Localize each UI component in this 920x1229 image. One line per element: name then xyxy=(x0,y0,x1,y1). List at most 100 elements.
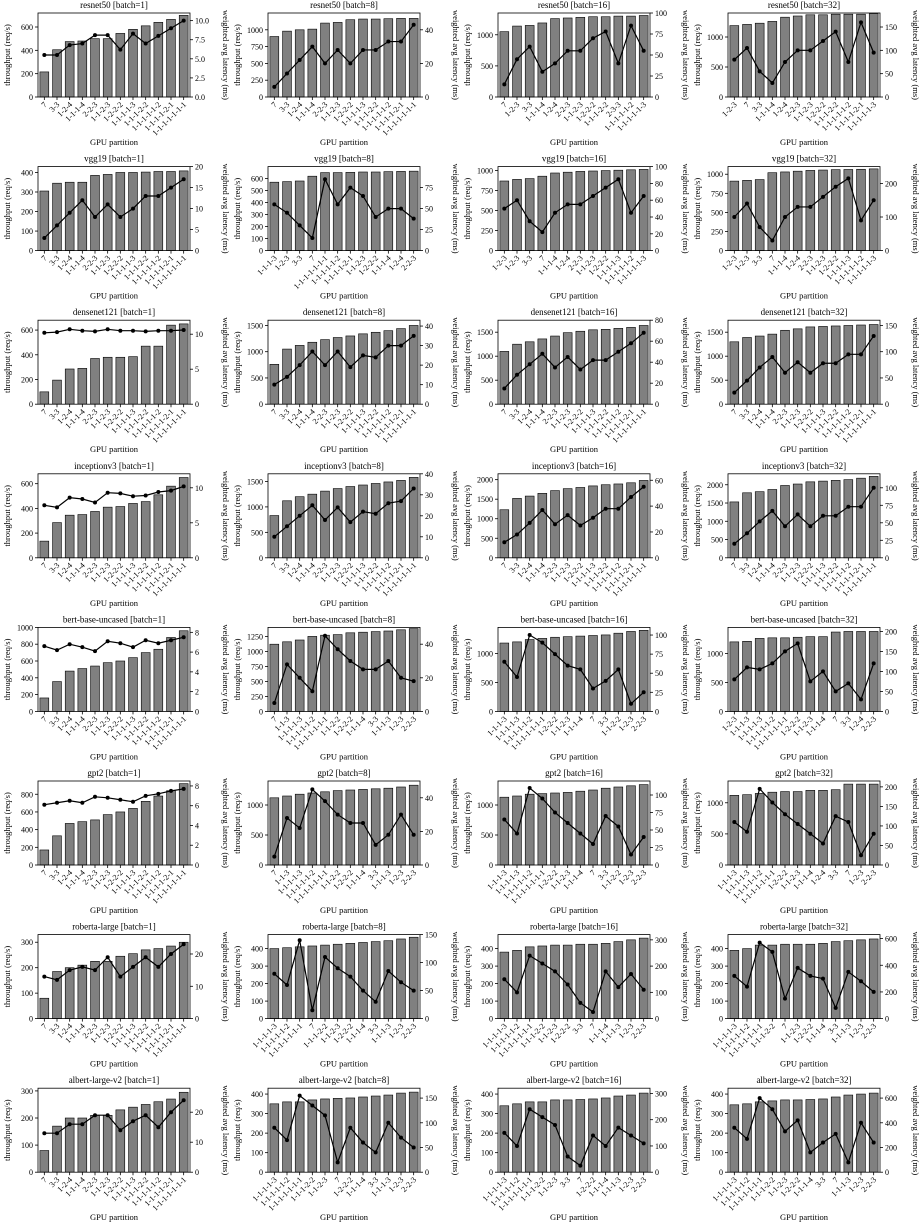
bar xyxy=(64,368,75,405)
bar xyxy=(345,943,356,1019)
latency-point xyxy=(55,1131,59,1136)
bar xyxy=(805,636,816,712)
latency-line xyxy=(273,940,414,1011)
subplot-title: densenet121 [batch=16] xyxy=(531,307,618,317)
x-axis-label: GPU partition xyxy=(550,137,599,147)
bar xyxy=(140,652,151,712)
bar xyxy=(550,636,560,712)
latency-line xyxy=(273,488,415,538)
latency-point xyxy=(297,938,302,943)
bar xyxy=(742,337,752,405)
bar xyxy=(115,955,126,1019)
bar xyxy=(282,795,292,866)
plot-frame xyxy=(37,319,191,405)
subplot-title: densenet121 [batch=32] xyxy=(761,307,848,317)
bar xyxy=(115,33,126,98)
bar xyxy=(600,329,611,405)
latency-point xyxy=(169,1110,173,1115)
latency-point xyxy=(118,797,123,802)
latency-point xyxy=(578,523,583,528)
y2-tick-label: 150 xyxy=(885,321,897,330)
latency-point xyxy=(323,633,327,638)
y2-tick-label: 0 xyxy=(425,400,429,409)
latency-point xyxy=(105,955,110,960)
x-tick-label: 2-2-3 xyxy=(859,868,878,887)
latency-point xyxy=(859,853,863,858)
latency-point xyxy=(770,238,775,243)
latency-point xyxy=(821,194,825,199)
latency-point xyxy=(386,832,391,837)
latency-point xyxy=(859,20,863,25)
x-axis-label: GPU partition xyxy=(90,1212,139,1222)
y2-tick-label: 20 xyxy=(195,950,203,959)
latency-point xyxy=(285,524,289,529)
bar xyxy=(537,22,548,98)
latency-line xyxy=(504,486,645,543)
y2-tick-label: 50 xyxy=(655,826,663,835)
x-tick-label: 7 xyxy=(588,868,597,877)
plot-frame xyxy=(37,473,191,559)
bar xyxy=(626,15,636,98)
y-tick-label: 250 xyxy=(711,228,723,237)
bar xyxy=(830,13,841,98)
latency-point xyxy=(515,372,519,377)
plot-frame xyxy=(727,780,881,866)
y2-tick-label: 50 xyxy=(885,374,893,383)
bar xyxy=(805,943,816,1019)
bar xyxy=(77,514,88,559)
y2-tick-label: 20 xyxy=(425,361,433,370)
latency-point xyxy=(93,1113,97,1118)
y-tick-label: 400 xyxy=(21,674,33,683)
latency-point xyxy=(732,541,737,546)
y2-axis-label: weighted avg latency (ms) xyxy=(681,164,691,254)
y-axis-label: throughput (req/s) xyxy=(232,485,242,547)
x-tick-label: 7 xyxy=(538,254,547,263)
y-tick-label: 1000 xyxy=(707,649,723,658)
y2-tick-label: 200 xyxy=(885,179,897,188)
latency-point xyxy=(565,982,570,987)
x-tick-label: 7 xyxy=(831,714,840,723)
y2-axis-label: weighted avg latency (ms) xyxy=(911,624,920,714)
y-tick-label: 0 xyxy=(489,1168,493,1177)
y2-axis-label: weighted avg latency (ms) xyxy=(911,1085,920,1175)
latency-point xyxy=(169,328,173,333)
bar xyxy=(550,792,560,866)
y2-tick-label: 0 xyxy=(195,861,199,870)
latency-line xyxy=(503,1108,644,1167)
x-axis-label: GPU partition xyxy=(780,751,829,761)
latency-line xyxy=(733,1097,875,1164)
bar xyxy=(550,335,560,405)
bar xyxy=(805,326,816,405)
y-tick-label: 0 xyxy=(719,93,723,102)
x-axis-label: GPU partition xyxy=(780,444,829,454)
bar xyxy=(729,950,740,1019)
latency-point xyxy=(93,500,97,505)
bar xyxy=(562,636,573,712)
latency-point xyxy=(310,787,315,792)
bar xyxy=(499,796,510,866)
y-axis-label: throughput (req/s) xyxy=(2,1099,12,1161)
y2-tick-label: 10.0 xyxy=(195,17,209,26)
bar xyxy=(524,495,535,559)
y-tick-label: 0 xyxy=(259,93,263,102)
latency-line xyxy=(274,335,415,386)
y2-axis-label: weighted avg latency (ms) xyxy=(681,778,691,868)
y-tick-label: 600 xyxy=(21,480,33,489)
latency-point xyxy=(285,71,289,76)
latency-point xyxy=(118,47,123,52)
y2-tick-label: 100 xyxy=(885,484,897,493)
subplot-title: vgg19 [batch=32] xyxy=(772,154,836,164)
y-tick-label: 0 xyxy=(29,93,33,102)
bar xyxy=(550,944,560,1019)
y2-tick-label: 150 xyxy=(885,647,897,656)
y2-tick-label: 2 xyxy=(195,841,199,850)
bar xyxy=(128,172,138,251)
latency-point xyxy=(871,333,876,338)
latency-point xyxy=(821,361,825,366)
latency-line xyxy=(503,24,645,85)
latency-point xyxy=(578,1000,583,1005)
latency-point xyxy=(348,185,353,190)
y2-tick-label: 100 xyxy=(655,163,667,172)
bar xyxy=(754,638,765,712)
latency-point xyxy=(348,659,353,663)
